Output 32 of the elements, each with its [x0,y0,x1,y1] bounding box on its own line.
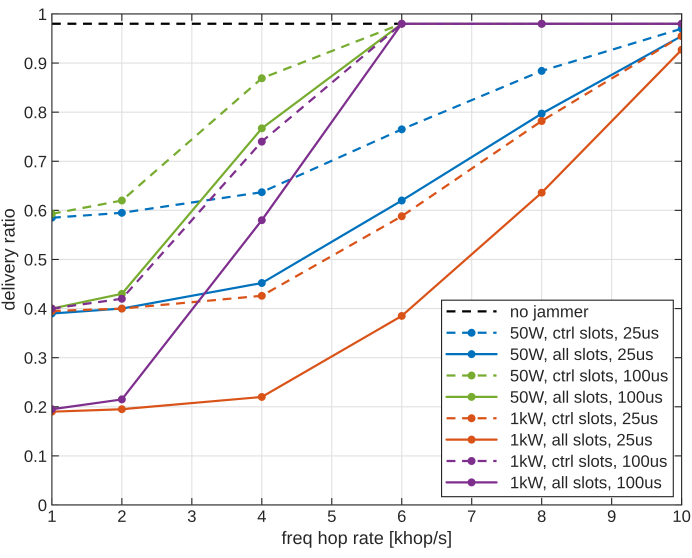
y-tick-label: 0.1 [24,450,46,462]
y-axis-title: delivery ratio [1,209,18,310]
y-tick-label: 0.3 [24,352,46,364]
y-tick-label: 0.2 [24,401,46,413]
y-tick-label: 1 [39,8,46,20]
y-tick-label: 0.4 [24,302,47,315]
legend-label: 50W, all slots, 25us [510,348,653,362]
y-tick-label: 0.6 [24,204,46,217]
legend-label: no jammer [511,305,588,321]
x-tick-label: 1 [48,510,56,522]
x-tick-label: 9 [608,510,616,522]
y-tick-label: 0.8 [24,106,46,118]
legend-label: 50W, ctrl slots, 25us [510,326,658,341]
legend-label: 1kW, all slots, 100us [511,476,662,490]
legend-label: 50W, all slots, 100us [510,390,662,405]
x-tick-label: 5 [328,510,336,522]
legend-label: 50W, ctrl slots, 100us [510,369,668,384]
x-tick-label: 3 [188,510,196,522]
x-tick-label: 6 [398,510,406,522]
y-tick-label: 0.5 [24,254,46,266]
x-tick-label: 10 [674,510,690,522]
legend-label: 1kW, all slots, 25us [511,433,652,448]
x-tick-label: 2 [118,510,126,522]
y-tick-label: 0 [38,499,46,512]
legend-label: 1kW, ctrl slots, 100us [511,454,667,469]
x-tick-label: 4 [258,510,266,522]
x-axis-title: freq hop rate [khop/s] [282,530,451,548]
x-tick-label: 8 [538,510,546,522]
y-tick-label: 0.7 [24,156,46,168]
legend-label: 1kW, ctrl slots, 25us [511,412,658,426]
x-tick-label: 7 [468,510,476,522]
y-tick-label: 0.9 [24,57,46,70]
